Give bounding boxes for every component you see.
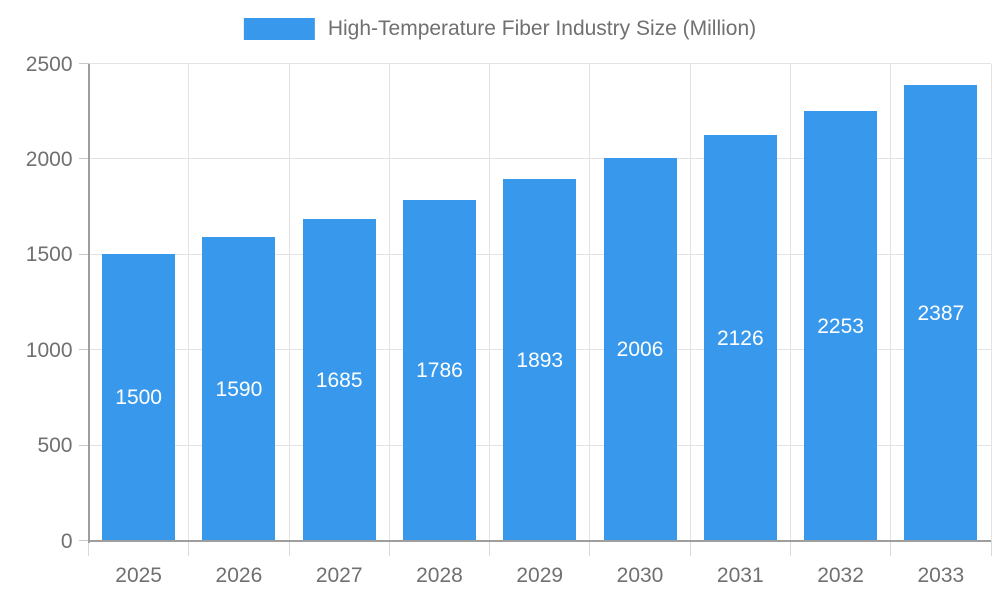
x-tick-label: 2030 [616,564,664,587]
y-axis-line [87,63,90,543]
bar-value-label: 1590 [215,377,263,401]
bar-2027[interactable] [302,219,376,541]
y-axis-tick [78,158,89,160]
gridline-x [789,63,791,541]
gridline-x [489,63,491,541]
bar-2029[interactable] [503,179,577,541]
y-tick-label: 0 [60,529,73,553]
gridline-x [188,63,190,541]
bar-2026[interactable] [202,237,276,541]
gridline-x [288,63,290,541]
bar-value-label: 2006 [616,338,664,362]
x-axis-tick [689,540,691,556]
x-tick-label: 2029 [516,564,564,587]
x-axis-tick [589,540,591,556]
x-tick-label: 2031 [716,564,764,587]
gridline-y [88,158,991,160]
bar-2032[interactable] [804,110,878,541]
y-tick-label: 1500 [25,243,73,267]
legend-item[interactable]: High-Temperature Fiber Industry Size (Mi… [243,17,757,41]
x-tick-label: 2032 [817,564,864,587]
x-axis-line [88,539,991,542]
legend-label: High-Temperature Fiber Industry Size (Mi… [327,17,757,40]
bar-2028[interactable] [402,199,476,541]
x-axis-tick [890,540,892,556]
gridline-x [689,63,691,541]
x-axis-tick [188,540,190,556]
x-tick-label: 2027 [315,564,363,587]
y-axis-tick [78,540,89,541]
x-tick-label: 2025 [115,564,162,587]
bar-2025[interactable] [102,254,176,541]
x-tick-label: 2026 [215,564,263,587]
bar-2030[interactable] [603,157,677,541]
y-tick-label: 1000 [25,338,73,362]
x-axis-tick [789,540,791,556]
gridline-x [890,63,892,541]
y-tick-label: 2500 [25,52,73,76]
y-axis-tick [78,444,89,446]
x-axis-tick [388,540,390,556]
legend-swatch [243,18,315,40]
x-tick-label: 2028 [416,564,463,587]
x-axis-tick [489,540,491,556]
gridline-x [388,63,390,541]
x-axis-tick [88,540,89,556]
bar-value-label: 1500 [115,386,162,410]
x-axis-tick [990,540,992,556]
x-axis-tick [288,540,290,556]
y-tick-label: 2000 [25,147,73,171]
bar-value-label: 1893 [516,348,564,372]
bar-2031[interactable] [703,134,777,541]
bar-value-label: 2126 [716,326,764,350]
bar-value-label: 1786 [416,359,463,383]
bar-value-label: 2387 [917,301,965,325]
y-axis-tick [78,63,89,64]
y-axis-tick [78,253,89,255]
bar-2033[interactable] [904,85,978,541]
gridline-x [589,63,591,541]
y-tick-label: 500 [37,434,73,458]
y-axis-tick [78,349,89,351]
bar-value-label: 1685 [315,368,363,392]
gridline-y [88,63,991,64]
gridline-x [990,63,992,541]
x-tick-label: 2033 [917,564,965,587]
bar-value-label: 2253 [817,314,864,338]
